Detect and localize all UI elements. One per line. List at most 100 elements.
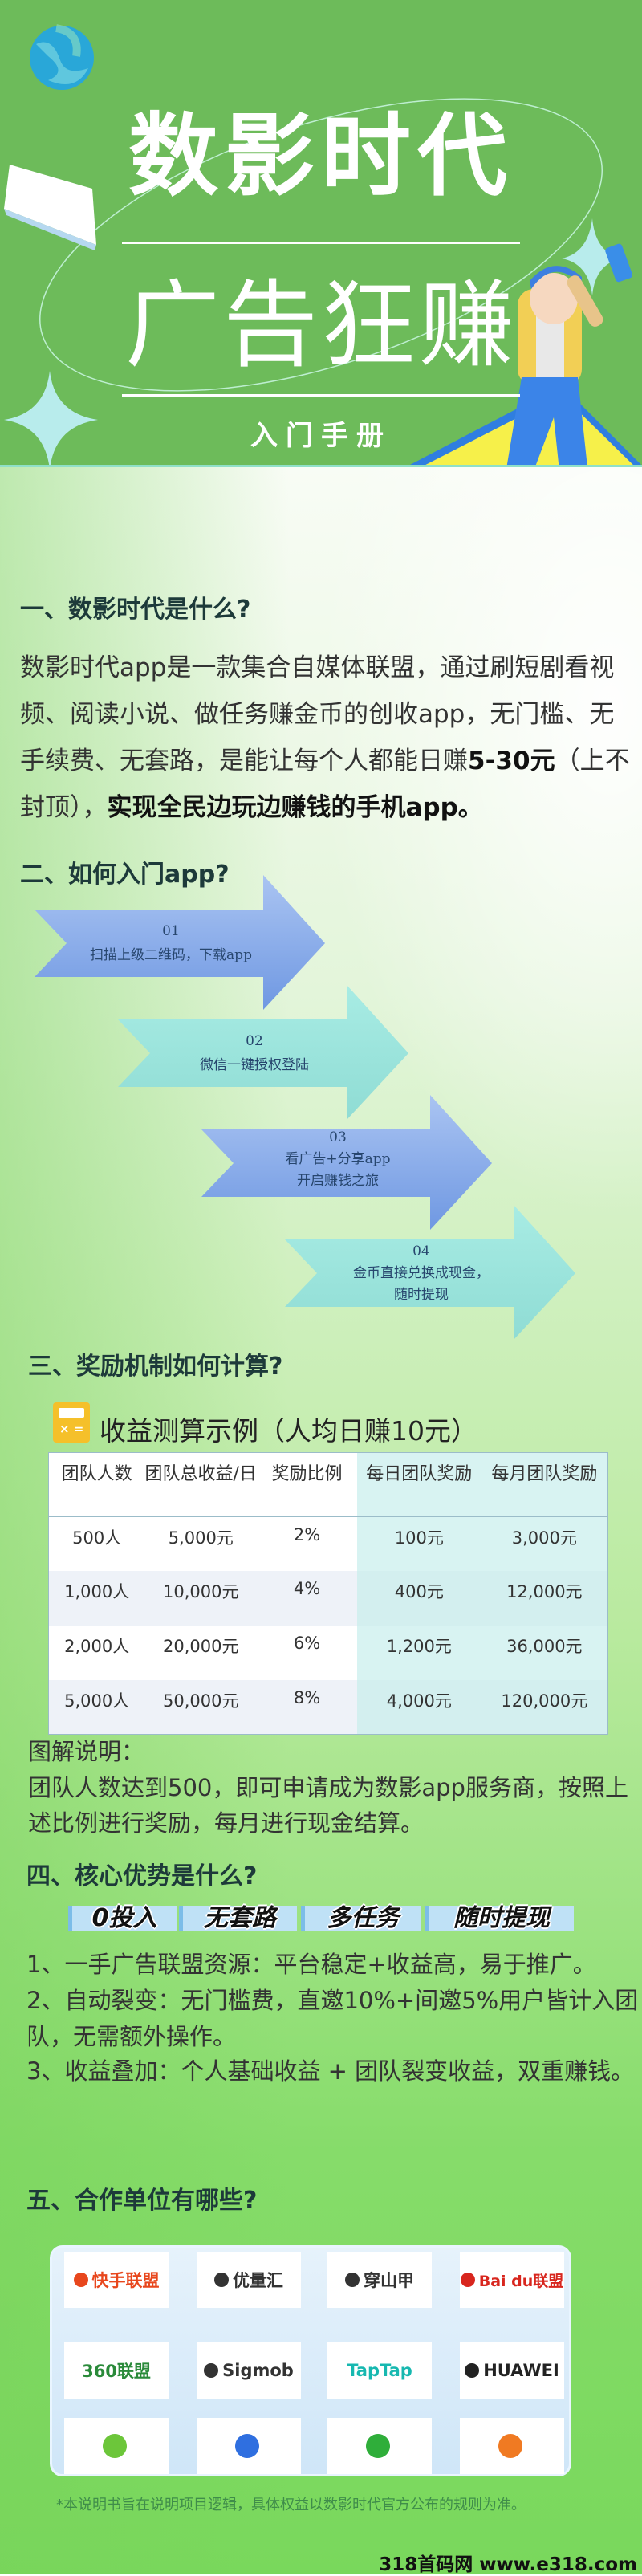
advantage-badge: 无套路	[179, 1906, 297, 1931]
advantage-badge: 多任务	[301, 1906, 421, 1931]
green-bolt-logo-icon	[102, 2434, 127, 2458]
cell: 36,000元	[481, 1625, 608, 1680]
partner-logo: 穿山甲	[327, 2252, 432, 2308]
partner-name: 360联盟	[82, 2362, 151, 2381]
partner-name: TapTap	[347, 2361, 412, 2380]
blue-m-logo-icon	[234, 2434, 259, 2458]
partner-name: 优量汇	[233, 2271, 283, 2290]
baidu-paw-icon	[460, 2273, 475, 2287]
advantage-item: 1、一手广告联盟资源：平台稳定+收益高，易于推广。	[26, 1951, 596, 1978]
advantage-item: 3、收益叠加：个人基础收益 + 团队裂变收益，双重赚钱。	[26, 2057, 635, 2085]
section4-heading: 四、核心优势是什么?	[26, 1862, 258, 1890]
partner-name: 快手联盟	[91, 2271, 160, 2290]
partner-logo	[327, 2418, 432, 2474]
advantage-item: 2、自动裂变：无门槛费，直邀10%+间邀5%用户皆计入团	[26, 1987, 639, 2014]
step-number: 03	[329, 1129, 347, 1146]
hero-tagline: 入门手册	[250, 420, 392, 452]
partner-name: HUAWEI	[483, 2361, 559, 2380]
paragraph-highlight: 实现全民边玩边赚钱的手机app。	[107, 793, 483, 822]
step-number: 01	[162, 923, 180, 939]
decor-ellipse	[39, 98, 603, 392]
orange-wave-logo-icon	[498, 2434, 522, 2458]
cell: 12,000元	[481, 1570, 608, 1626]
arrow-shape	[201, 1095, 492, 1230]
cell: 6%	[293, 1633, 321, 1653]
partner-logo	[460, 2418, 564, 2474]
paragraph-text: 数影时代app是一款集合自媒体联盟，通过刷短剧看视频、阅读小说、做任务赚金币的创…	[20, 653, 615, 775]
cell: 500人	[72, 1528, 122, 1548]
table-header-row: 团队人数 团队总收益/日 奖励比例 每日团队奖励 每月团队奖励	[48, 1452, 608, 1517]
cell: 100元	[356, 1516, 482, 1571]
partner-logo	[197, 2418, 301, 2474]
cell: 4,000元	[356, 1679, 482, 1735]
arrow-shape	[118, 985, 408, 1120]
column-header: 每日团队奖励	[356, 1452, 482, 1517]
table-row: 1,000人 10,000元 4% 400元 12,000元	[48, 1570, 608, 1626]
hero-banner: 数影时代 广告狂赚 入门手册	[0, 0, 642, 467]
column-header: 团队人数	[48, 1452, 145, 1517]
step-text: 看广告+分享app	[285, 1151, 391, 1167]
sparkle-icon	[4, 371, 98, 465]
step-number: 02	[246, 1033, 263, 1049]
partner-logo: TapTap	[327, 2342, 432, 2399]
partner-logo: 360联盟	[64, 2342, 169, 2399]
note-title: 图解说明：	[28, 1738, 145, 1765]
cell: 400元	[356, 1570, 482, 1626]
earnings-table: 团队人数 团队总收益/日 奖励比例 每日团队奖励 每月团队奖励 500人 5,00…	[48, 1452, 608, 1735]
book-icon	[4, 165, 96, 250]
partner-name: Bai du联盟	[478, 2272, 564, 2290]
paragraph-amount: 5-30元	[468, 747, 555, 775]
step-text: 微信一键授权登陆	[200, 1057, 309, 1073]
partner-logo: Bai du联盟	[460, 2252, 564, 2308]
step-arrow-1: 01 扫描上级二维码，下载app	[35, 875, 331, 1011]
partner-logo: 优量汇	[197, 2252, 301, 2308]
partner-name: Sigmob	[222, 2361, 294, 2380]
step-text: 随时提现	[394, 1287, 449, 1303]
footnote: *本说明书旨在说明项目逻辑，具体权益以数影时代官方公布的规则为准。	[56, 2497, 526, 2513]
section2-heading: 二、如何入门app?	[20, 861, 230, 889]
arrow-shape	[35, 875, 325, 1010]
cell: 2,000人	[64, 1636, 130, 1656]
cell: 120,000元	[481, 1679, 608, 1735]
cell: 20,000元	[163, 1636, 239, 1656]
section1-heading: 一、数影时代是什么?	[20, 596, 251, 624]
partner-logo: Sigmob	[197, 2342, 301, 2399]
cell: 5,000人	[48, 1679, 145, 1735]
arrow-shape	[285, 1205, 575, 1340]
character-illustration	[506, 243, 633, 465]
green-leaf-logo-icon	[365, 2434, 390, 2458]
step-number: 04	[412, 1243, 430, 1260]
advantage-badge: 随时提现	[425, 1906, 574, 1931]
cell: 5,000元	[168, 1528, 234, 1548]
hero-title: 数影时代	[128, 104, 514, 209]
step-arrow-3: 03 看广告+分享app 开启赚钱之旅	[201, 1095, 498, 1231]
step-text: 扫描上级二维码，下载app	[90, 947, 252, 963]
cell: 50,000元	[144, 1679, 258, 1735]
cell: 8%	[257, 1679, 357, 1735]
section5-heading: 五、合作单位有哪些?	[26, 2187, 258, 2215]
column-header: 奖励比例	[257, 1452, 357, 1517]
step-arrow-2: 02 微信一键授权登陆	[118, 985, 415, 1121]
table-row: 500人 5,000元 2% 100元 3,000元	[49, 1516, 608, 1571]
huawei-icon	[465, 2363, 480, 2378]
divider-line	[122, 242, 520, 244]
youlianghui-icon	[214, 2273, 229, 2287]
paragraph-text: （上不封顶），	[20, 747, 630, 822]
table-row: 5,000人 50,000元 8% 4,000元 120,000元	[48, 1679, 608, 1735]
kuaishou-icon	[73, 2273, 88, 2287]
column-header: 团队总收益/日	[144, 1452, 258, 1517]
cell: 10,000元	[144, 1570, 258, 1626]
hero-subtitle: 广告狂赚	[124, 270, 517, 380]
cell: 3,000元	[481, 1516, 608, 1571]
hero-decoration	[4, 24, 641, 465]
advantage-badge: 0投入	[68, 1906, 177, 1931]
shuying-logo-icon	[30, 24, 94, 90]
cell: 4%	[257, 1570, 357, 1626]
table-row: 2,000人 20,000元 6% 1,200元 36,000元	[49, 1625, 608, 1680]
sparkle-icon	[562, 218, 622, 295]
chuanshanjia-icon	[345, 2273, 360, 2287]
advantage-item: 队，无需额外操作。	[26, 2023, 237, 2050]
table-title: 收益测算示例（人均日赚10元）	[100, 1415, 477, 1447]
section3-heading: 三、奖励机制如何计算?	[28, 1353, 283, 1381]
step-text: 开启赚钱之旅	[297, 1173, 379, 1189]
